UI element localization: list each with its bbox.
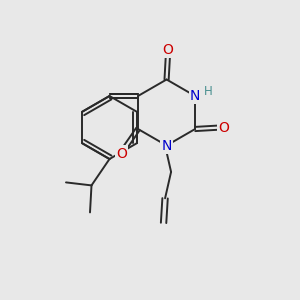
Text: N: N [190, 89, 200, 103]
Text: H: H [203, 85, 212, 98]
Text: O: O [163, 43, 173, 56]
Text: O: O [218, 121, 229, 134]
Text: O: O [116, 147, 127, 160]
Text: N: N [161, 139, 172, 152]
